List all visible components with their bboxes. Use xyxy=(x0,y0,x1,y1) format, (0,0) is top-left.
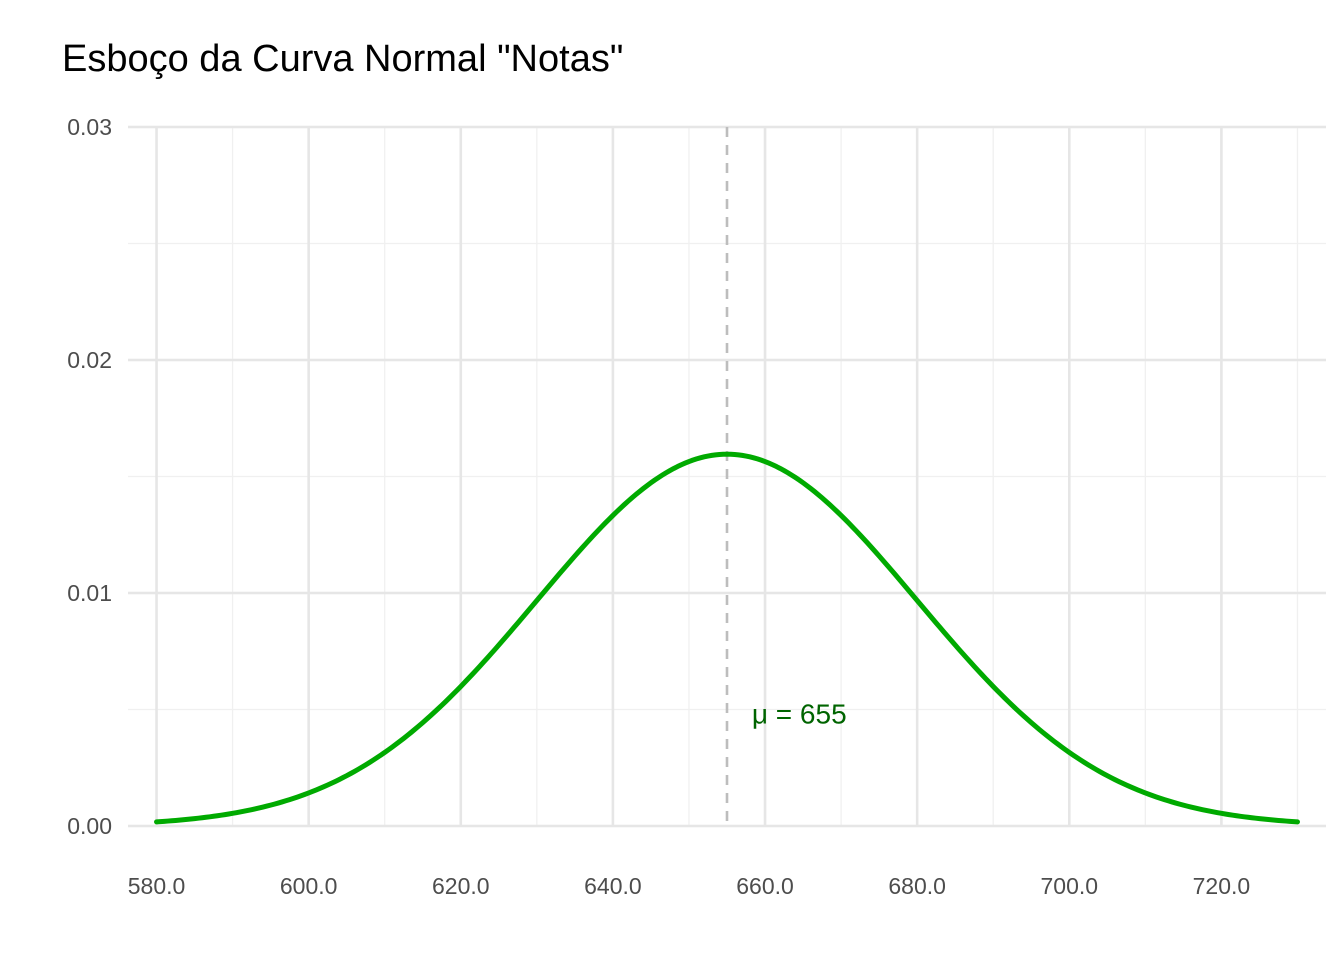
x-tick-label: 600.0 xyxy=(280,873,338,899)
chart-title: Esboço da Curva Normal "Notas" xyxy=(62,38,624,80)
x-tick-label: 680.0 xyxy=(888,873,946,899)
y-tick-label: 0.02 xyxy=(67,347,112,373)
y-tick-label: 0.03 xyxy=(67,114,112,140)
y-tick-label: 0.01 xyxy=(67,580,112,606)
major-grid xyxy=(128,125,1326,828)
density-curve xyxy=(154,451,1300,825)
x-tick-label: 620.0 xyxy=(432,873,490,899)
x-tick-label: 660.0 xyxy=(736,873,794,899)
x-tick-label: 720.0 xyxy=(1193,873,1251,899)
x-tick-label: 640.0 xyxy=(584,873,642,899)
x-tick-label: 580.0 xyxy=(128,873,186,899)
x-tick-label: 700.0 xyxy=(1041,873,1099,899)
series-layer xyxy=(154,451,1300,825)
x-axis-tick-labels: 580.0 600.0 620.0 640.0 660.0 680.0 700.0 720.0 xyxy=(128,873,1250,899)
annotations: μ = 655 xyxy=(752,698,847,729)
mean-annotation: μ = 655 xyxy=(752,698,847,729)
y-axis-tick-labels: 0.00 0.01 0.02 0.03 xyxy=(67,114,112,839)
y-tick-label: 0.00 xyxy=(67,813,112,839)
